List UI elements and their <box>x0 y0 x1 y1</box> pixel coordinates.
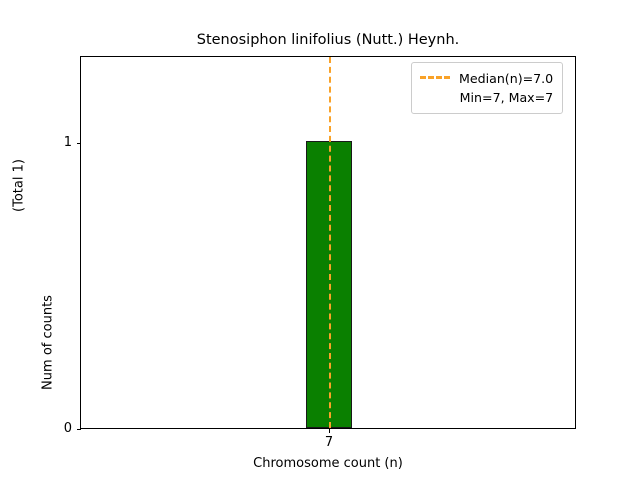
y-tick-label-0: 0 <box>63 421 72 436</box>
y-tick-mark-0 <box>76 428 81 430</box>
median-line <box>329 57 331 428</box>
dashed-line-icon <box>420 76 450 79</box>
legend-label-minmax: Min=7, Max=7 <box>459 90 554 105</box>
x-axis-label: Chromosome count (n) <box>253 456 403 471</box>
legend-label-median: Median(n)=7.0 <box>459 71 554 86</box>
y-axis-label-total: (Total 1) <box>11 159 27 212</box>
y-axis-label: Num of counts <box>40 295 56 390</box>
plot-area <box>80 56 576 429</box>
y-tick-label-1: 1 <box>63 135 72 150</box>
page-title: Stenosiphon linifolius (Nutt.) Heynh. <box>196 32 460 48</box>
legend-entry: Median(n)=7.0 Min=7, Max=7 <box>459 69 553 107</box>
x-tick-label-7: 7 <box>324 435 334 450</box>
y-tick-mark-1 <box>76 142 81 144</box>
x-tick-mark-7 <box>328 429 330 433</box>
legend[interactable]: Median(n)=7.0 Min=7, Max=7 <box>411 62 564 114</box>
